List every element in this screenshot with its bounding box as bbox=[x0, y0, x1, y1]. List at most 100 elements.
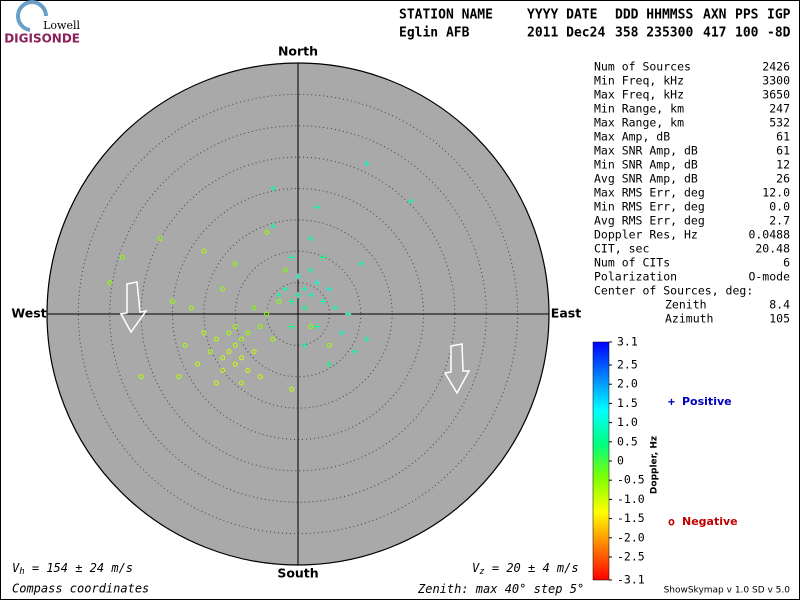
source-positive bbox=[307, 235, 314, 242]
direction-label: North bbox=[278, 44, 318, 59]
source-positive bbox=[301, 304, 308, 311]
source-positive bbox=[332, 304, 339, 311]
stat-label: Min SNR Amp, dB bbox=[594, 158, 698, 172]
header-value: 417 bbox=[703, 26, 726, 41]
header-value: -8D bbox=[767, 26, 791, 41]
source-negative bbox=[157, 236, 163, 242]
logo-top: Lowell bbox=[43, 19, 80, 32]
source-negative bbox=[176, 374, 182, 380]
source-positive bbox=[282, 285, 289, 292]
stat-value: 20.48 bbox=[755, 242, 790, 256]
stat-label: Num of Sources bbox=[594, 60, 691, 74]
legend-label: Negative bbox=[682, 515, 738, 528]
source-negative bbox=[251, 349, 257, 355]
colorbar-tick-label: -1.0 bbox=[617, 492, 645, 506]
stat-label: Num of CITs bbox=[594, 256, 670, 270]
source-negative bbox=[245, 330, 251, 336]
source-positive bbox=[351, 348, 358, 355]
header-name: DDD HHMMSS bbox=[615, 8, 693, 23]
v-rest: = 154 ± 24 m/s bbox=[25, 561, 133, 575]
logo-swoosh bbox=[16, 0, 48, 32]
colorbar-tick-label: -2.0 bbox=[617, 530, 645, 544]
header-value: 2011 Dec24 bbox=[527, 26, 605, 41]
source-negative bbox=[270, 336, 276, 342]
colorbar-tick-label: -1.5 bbox=[617, 511, 645, 525]
source-negative bbox=[182, 342, 188, 348]
source-positive bbox=[320, 254, 327, 261]
source-positive bbox=[269, 223, 276, 230]
stat-label: Max Range, km bbox=[594, 116, 684, 130]
source-negative bbox=[289, 386, 295, 392]
stat-label: Max Amp, dB bbox=[594, 130, 670, 144]
stat-value: 26 bbox=[776, 172, 790, 186]
center-value: 8.4 bbox=[769, 298, 790, 312]
velocity-z: Vz = 20 ± 4 m/s bbox=[472, 561, 579, 577]
source-positive bbox=[301, 285, 308, 292]
stat-value: 0.0488 bbox=[748, 228, 790, 242]
v: V bbox=[12, 561, 20, 575]
stat-label: Polarization bbox=[594, 270, 677, 284]
source-negative bbox=[232, 261, 238, 267]
center-label: Azimuth bbox=[665, 312, 713, 326]
source-negative bbox=[239, 336, 245, 342]
direction-label: West bbox=[11, 306, 46, 321]
source-negative bbox=[138, 374, 144, 380]
direction-label: East bbox=[551, 306, 581, 321]
header-value: 358 235300 bbox=[615, 26, 693, 41]
stat-value: 532 bbox=[769, 116, 790, 130]
source-positive bbox=[326, 361, 333, 368]
stat-label: Avg SNR Amp, dB bbox=[594, 172, 698, 186]
source-negative bbox=[257, 374, 263, 380]
stat-label: Min Freq, kHz bbox=[594, 74, 684, 88]
source-negative bbox=[282, 267, 288, 273]
source-positive bbox=[364, 336, 371, 343]
stat-label: Doppler Res, Hz bbox=[594, 228, 698, 242]
source-negative bbox=[188, 305, 194, 311]
source-negative bbox=[207, 349, 213, 355]
source-negative bbox=[232, 324, 238, 330]
version: ShowSkymap v 1.0 SD v 5.0 bbox=[664, 586, 791, 596]
source-negative bbox=[245, 367, 251, 373]
colorbar-tick-label: 3.1 bbox=[617, 335, 638, 349]
direction-label: South bbox=[277, 566, 318, 581]
stat-value: 3300 bbox=[762, 74, 790, 88]
t: ° step bbox=[519, 582, 570, 596]
velocity-arrow bbox=[119, 281, 148, 334]
v-rest: = 20 ± 4 m/s bbox=[485, 561, 579, 575]
source-negative bbox=[170, 298, 175, 304]
source-negative bbox=[220, 355, 226, 361]
source-negative bbox=[232, 342, 238, 348]
colorbar bbox=[592, 341, 610, 581]
source-negative bbox=[119, 255, 125, 261]
source-positive bbox=[288, 254, 295, 261]
stat-label: Min Range, km bbox=[594, 102, 684, 116]
colorbar-label: Doppler, Hz bbox=[650, 436, 660, 494]
source-negative bbox=[226, 330, 232, 336]
source-positive bbox=[357, 260, 364, 267]
source-negative bbox=[220, 367, 226, 373]
stat-value: 6 bbox=[783, 256, 790, 270]
center-label: Zenith bbox=[665, 298, 707, 312]
source-positive bbox=[307, 292, 314, 299]
source-negative bbox=[213, 380, 219, 386]
stat-value: 12 bbox=[776, 158, 790, 172]
zenith-note: Zenith: max 40° step 5° bbox=[417, 582, 584, 596]
stat-value: 2426 bbox=[762, 60, 790, 74]
stat-value: 61 bbox=[776, 144, 790, 158]
source-negative bbox=[326, 342, 332, 348]
source-positive bbox=[313, 323, 320, 330]
stat-label: CIT, sec bbox=[594, 242, 649, 256]
source-positive bbox=[313, 279, 320, 286]
header-name: YYYY DATE bbox=[527, 8, 597, 23]
t: 5 bbox=[570, 582, 577, 596]
t: ° bbox=[577, 582, 584, 596]
source-positive bbox=[326, 285, 333, 292]
header-value: 100 bbox=[735, 26, 759, 41]
source-positive bbox=[276, 292, 283, 299]
colorbar-tick-label: -0.5 bbox=[617, 473, 645, 487]
source-positive bbox=[407, 198, 414, 205]
source-positive bbox=[295, 273, 301, 280]
source-positive bbox=[288, 323, 295, 330]
